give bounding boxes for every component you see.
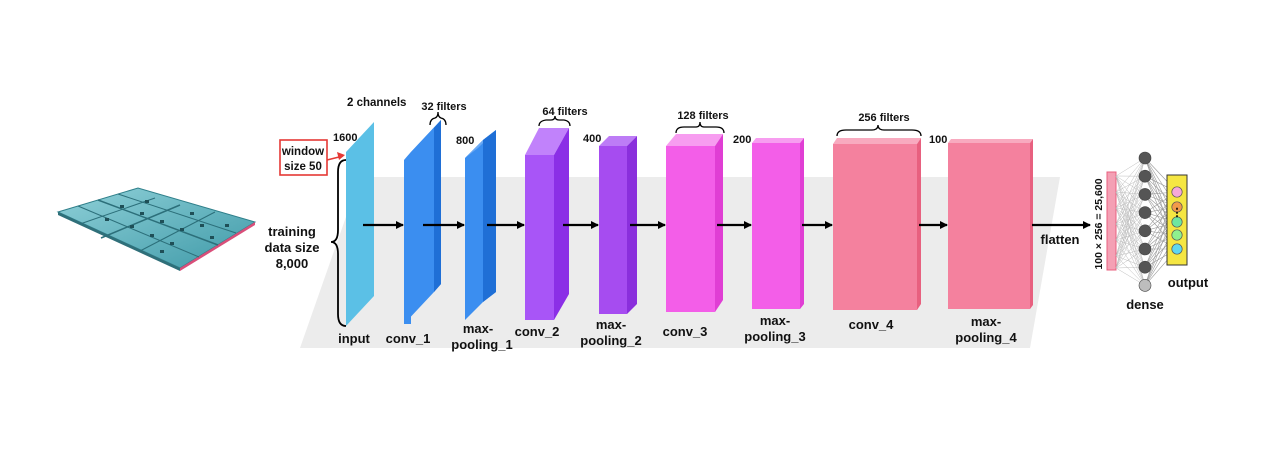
training-label-line3: 8,000 bbox=[276, 256, 309, 271]
flatten-dense-edge bbox=[1115, 239, 1146, 286]
dense-node bbox=[1138, 206, 1152, 219]
conv1-filters-label: 32 filters bbox=[421, 101, 466, 113]
pool1-dim-label: 800 bbox=[456, 135, 474, 147]
training-label-line1: training bbox=[268, 224, 316, 239]
dense-node bbox=[1138, 151, 1152, 165]
pool4-dim-label: 100 bbox=[929, 134, 947, 146]
output-node bbox=[1171, 201, 1183, 213]
dense-node bbox=[1138, 169, 1152, 183]
conv2-label: conv_2 bbox=[515, 324, 560, 339]
dense-node bbox=[1138, 279, 1152, 292]
conv1-filter-brace bbox=[429, 111, 447, 126]
dense-label: dense bbox=[1126, 297, 1164, 312]
flatten-dense-edge bbox=[1115, 194, 1146, 257]
flatten-dense-edge bbox=[1115, 230, 1146, 257]
flatten-dense-edge bbox=[1115, 157, 1146, 209]
flatten-label: flatten bbox=[1041, 232, 1080, 247]
flatten-dense-edge bbox=[1115, 191, 1146, 250]
flatten-dense-edge bbox=[1115, 194, 1146, 269]
output-label: output bbox=[1168, 275, 1209, 290]
window-size-box bbox=[279, 139, 328, 176]
flatten-dense-edge bbox=[1115, 157, 1146, 225]
flatten-dense-edge bbox=[1115, 212, 1146, 269]
flatten-dense-edge bbox=[1115, 223, 1146, 286]
pool3-label-line1: max- bbox=[760, 313, 790, 328]
flatten-dense-edge bbox=[1115, 230, 1146, 269]
pool3-label-line2: pooling_3 bbox=[744, 329, 805, 344]
flatten-dense-edge bbox=[1115, 157, 1146, 241]
pool1-label-line1: max- bbox=[463, 321, 493, 336]
pool4-label-line2: pooling_4 bbox=[955, 330, 1017, 345]
output-node bbox=[1171, 186, 1183, 198]
training-label-line2: data size bbox=[265, 240, 320, 255]
pool2-label-line2: pooling_2 bbox=[580, 333, 641, 348]
input-layer bbox=[346, 122, 374, 326]
conv4-label: conv_4 bbox=[849, 317, 895, 332]
flatten-dense-edge bbox=[1115, 191, 1146, 231]
conv3-filter-brace bbox=[675, 121, 725, 134]
window-label-line1: window bbox=[281, 146, 324, 158]
flatten-dense-edge bbox=[1115, 212, 1146, 241]
conv-2-layer bbox=[525, 128, 569, 320]
input-dim-label: 1600 bbox=[333, 132, 357, 144]
input-label: input bbox=[338, 331, 370, 346]
flatten-dense-edge bbox=[1115, 207, 1146, 250]
conv1-label: conv_1 bbox=[386, 331, 431, 346]
flatten-dense-edge bbox=[1115, 176, 1146, 225]
pool-3-layer bbox=[752, 138, 804, 309]
pool4-label-line1: max- bbox=[971, 314, 1001, 329]
pool-4-layer bbox=[948, 139, 1033, 309]
flatten-dense-edge bbox=[1115, 223, 1146, 268]
pool-1-layer bbox=[465, 130, 496, 320]
flatten-vector bbox=[1106, 171, 1117, 271]
chip-image bbox=[56, 187, 257, 271]
flatten-dense-edge bbox=[1115, 176, 1146, 257]
flatten-dense-edge bbox=[1115, 194, 1146, 241]
training-brace bbox=[330, 159, 347, 327]
output-node bbox=[1171, 216, 1183, 228]
conv2-filter-brace bbox=[538, 115, 571, 127]
conv4-filters-label: 256 filters bbox=[858, 112, 909, 124]
window-label-line2: size 50 bbox=[284, 161, 322, 173]
pool3-dim-label: 200 bbox=[733, 134, 751, 146]
output-ellipsis: ⋮ bbox=[1172, 207, 1183, 219]
flatten-dense-edge bbox=[1115, 191, 1146, 268]
output-nodes: ⋮ bbox=[1171, 186, 1183, 255]
conv-3-layer bbox=[666, 134, 723, 312]
flatten-dense-edge bbox=[1115, 176, 1146, 209]
output-node bbox=[1171, 243, 1183, 255]
flatten-dense-edge bbox=[1115, 207, 1146, 286]
flat-size-label: 100 × 256 = 25,600 bbox=[1093, 178, 1105, 269]
pool1-label-line2: pooling_1 bbox=[451, 337, 512, 352]
output-node bbox=[1171, 229, 1183, 241]
flatten-dense-edge bbox=[1115, 176, 1146, 241]
conv-4-layer bbox=[833, 138, 921, 310]
conv2-filters-label: 64 filters bbox=[542, 106, 587, 118]
pool2-dim-label: 400 bbox=[583, 133, 601, 145]
dense-node bbox=[1138, 242, 1152, 256]
pool-2-layer bbox=[599, 136, 637, 314]
flatten-dense-edge bbox=[1115, 207, 1146, 268]
flatten-dense-edge bbox=[1115, 194, 1146, 225]
flatten-dense-edge bbox=[1115, 157, 1146, 193]
dense-node bbox=[1138, 224, 1152, 238]
dense-node bbox=[1138, 260, 1152, 274]
conv4-filter-brace bbox=[836, 124, 922, 137]
flatten-dense-edge bbox=[1115, 223, 1146, 250]
flatten-dense-edge bbox=[1115, 255, 1146, 286]
conv-1-layer bbox=[404, 120, 441, 324]
conv3-label: conv_3 bbox=[663, 324, 708, 339]
channels-label: 2 channels bbox=[347, 97, 406, 109]
pool2-label-line1: max- bbox=[596, 317, 626, 332]
conv3-filters-label: 128 filters bbox=[677, 110, 728, 122]
flatten-dense-edge bbox=[1115, 239, 1146, 268]
dense-node bbox=[1138, 188, 1152, 201]
